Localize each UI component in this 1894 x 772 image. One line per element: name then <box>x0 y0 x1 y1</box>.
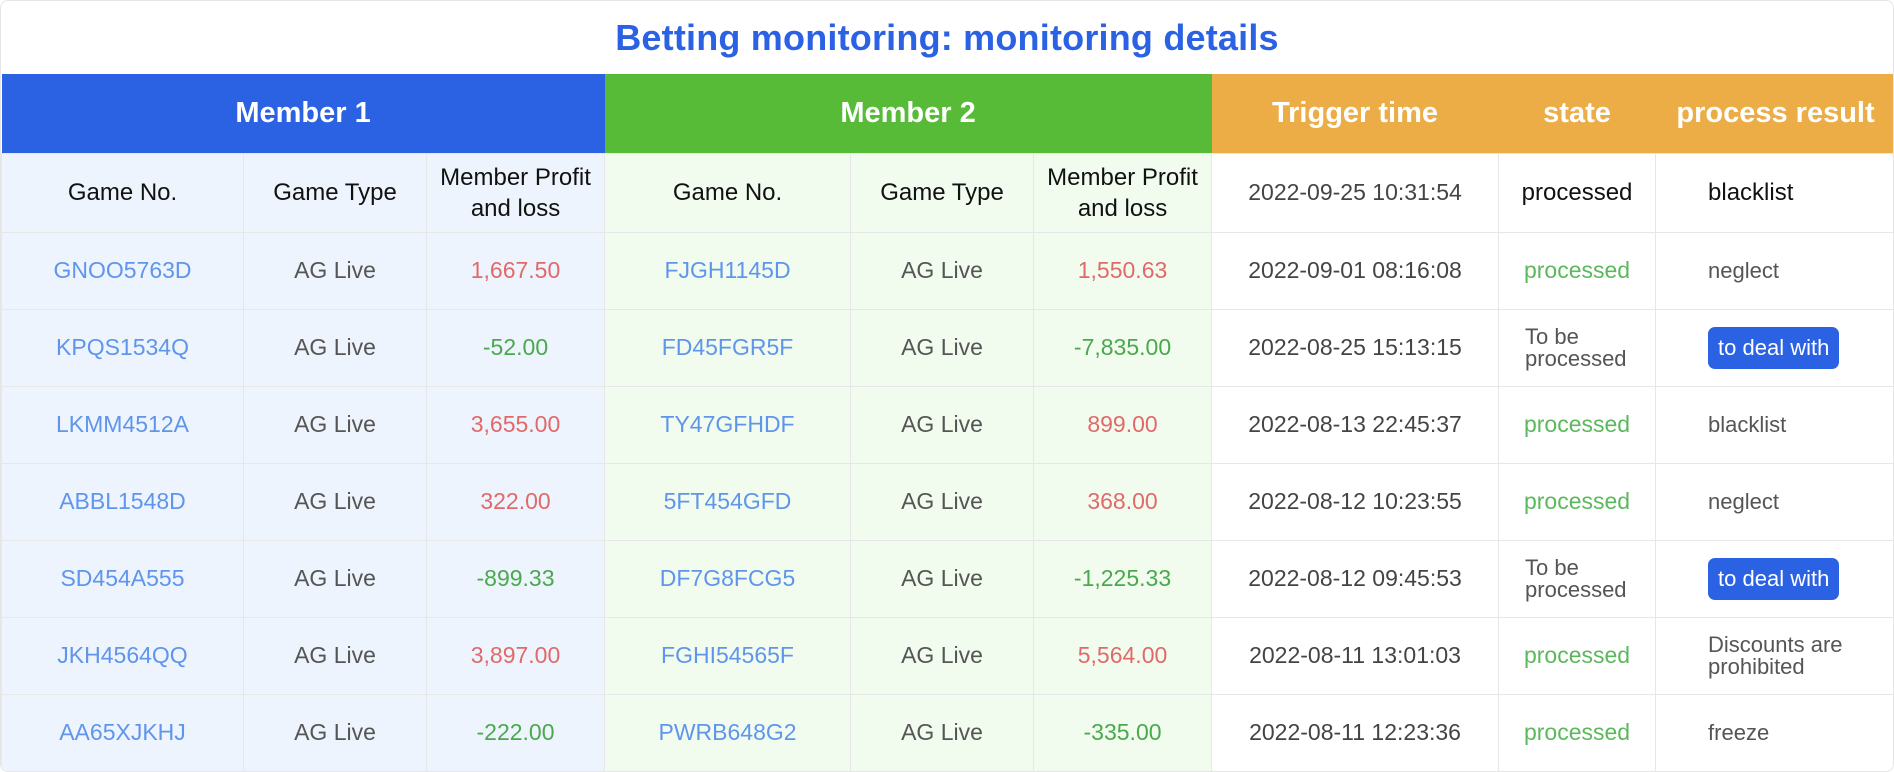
m2-game-no-header: Game No. <box>604 152 852 233</box>
group-header-row: Member 1 Member 2 Trigger time state pro… <box>1 74 1893 153</box>
member2-profit-loss: -1,225.33 <box>1033 539 1213 618</box>
trigger-time: 2022-08-25 15:13:15 <box>1211 308 1500 387</box>
member2-game-type: AG Live <box>850 308 1035 387</box>
process-result-header: process result <box>1655 74 1893 153</box>
member1-game-type: AG Live <box>243 616 427 695</box>
member2-profit-loss: 899.00 <box>1033 385 1213 464</box>
profit-header-line2: and loss <box>1077 194 1168 222</box>
trigger-time: 2022-08-11 12:23:36 <box>1211 693 1500 771</box>
member2-profit-loss: 5,564.00 <box>1033 616 1213 695</box>
table-row: LKMM4512A AG Live 3,655.00 TY47GFHDF AG Live… <box>1 385 1893 464</box>
profit-header-line1: Member Profit <box>440 163 591 191</box>
member1-game-no-link[interactable]: GNOO5763D <box>1 231 244 310</box>
member1-game-no-link[interactable]: ABBL1548D <box>1 462 244 541</box>
member2-game-type: AG Live <box>850 616 1035 695</box>
member1-profit-loss: 3,897.00 <box>425 616 606 695</box>
table-row: JKH4564QQ AG Live 3,897.00 FGHI54565F AG Liv… <box>1 616 1893 695</box>
member1-game-type: AG Live <box>243 462 427 541</box>
state-status: To be processed <box>1498 539 1657 618</box>
member1-game-no-link[interactable]: KPQS1534Q <box>1 308 244 387</box>
member1-header: Member 1 <box>1 74 605 153</box>
member1-profit-loss: 322.00 <box>425 462 606 541</box>
member1-game-type: AG Live <box>243 231 427 310</box>
member2-profit-loss: 1,550.63 <box>1033 231 1213 310</box>
member1-profit-loss: 3,655.00 <box>425 385 606 464</box>
process-result: Discounts are prohibited <box>1655 616 1893 695</box>
process-result: to deal with <box>1655 308 1893 387</box>
member2-game-type: AG Live <box>850 539 1035 618</box>
process-result: freeze <box>1655 693 1893 771</box>
profit-header-line2: and loss <box>470 194 561 222</box>
member2-game-no-link[interactable]: FGHI54565F <box>604 616 852 695</box>
result-cell: blacklist <box>1655 152 1893 233</box>
table-row: AA65XJKHJ AG Live -222.00 PWRB648G2 AG Live -… <box>1 693 1893 771</box>
member1-profit-loss: -52.00 <box>425 308 606 387</box>
table-row: ABBL1548D AG Live 322.00 5FT454GFD AG Live 36… <box>1 462 1893 541</box>
member2-game-type: AG Live <box>850 385 1035 464</box>
member1-game-type: AG Live <box>243 693 427 771</box>
m1-profit-header: Member Profit and loss <box>425 152 606 233</box>
state-cell: processed <box>1498 152 1657 233</box>
state-status: processed <box>1498 231 1657 310</box>
state-status: processed <box>1498 693 1657 771</box>
member2-game-type: AG Live <box>850 231 1035 310</box>
member1-profit-loss: 1,667.50 <box>425 231 606 310</box>
member2-profit-loss: -7,835.00 <box>1033 308 1213 387</box>
sub-header-row: Game No. Game Type Member Profit and los… <box>1 152 1893 233</box>
profit-header-line1: Member Profit <box>1047 163 1198 191</box>
state-header: state <box>1498 74 1656 153</box>
m1-game-no-header: Game No. <box>1 152 244 233</box>
process-result: neglect <box>1655 231 1893 310</box>
table-row: KPQS1534Q AG Live -52.00 FD45FGR5F AG Live -7… <box>1 308 1893 387</box>
table-row: SD454A555 AG Live -899.33 DF7G8FCG5 AG Live -… <box>1 539 1893 618</box>
process-result: neglect <box>1655 462 1893 541</box>
state-status: processed <box>1498 616 1657 695</box>
trigger-time: 2022-08-11 13:01:03 <box>1211 616 1500 695</box>
trigger-time: 2022-08-12 10:23:55 <box>1211 462 1500 541</box>
member2-game-no-link[interactable]: FD45FGR5F <box>604 308 852 387</box>
to-deal-with-button[interactable]: to deal with <box>1708 326 1840 369</box>
trigger-time: 2022-09-01 08:16:08 <box>1211 231 1500 310</box>
process-result: blacklist <box>1655 385 1893 464</box>
member1-profit-loss: -899.33 <box>425 539 606 618</box>
trigger-time: 2022-08-12 09:45:53 <box>1211 539 1500 618</box>
member2-game-no-link[interactable]: PWRB648G2 <box>604 693 852 771</box>
process-result: to deal with <box>1655 539 1893 618</box>
member1-game-no-link[interactable]: AA65XJKHJ <box>1 693 244 771</box>
member2-game-type: AG Live <box>850 693 1035 771</box>
member1-game-type: AG Live <box>243 539 427 618</box>
member2-header: Member 2 <box>604 74 1212 153</box>
m1-game-type-header: Game Type <box>243 152 427 233</box>
member1-game-no-link[interactable]: JKH4564QQ <box>1 616 244 695</box>
page-title: Betting monitoring: monitoring details <box>615 16 1279 58</box>
trigger-time-cell: 2022-09-25 10:31:54 <box>1211 152 1500 233</box>
state-status: processed <box>1498 385 1657 464</box>
m2-game-type-header: Game Type <box>850 152 1035 233</box>
member2-game-no-link[interactable]: FJGH1145D <box>604 231 852 310</box>
member2-game-no-link[interactable]: DF7G8FCG5 <box>604 539 852 618</box>
member1-game-type: AG Live <box>243 308 427 387</box>
m2-profit-header: Member Profit and loss <box>1033 152 1213 233</box>
member2-game-no-link[interactable]: TY47GFHDF <box>604 385 852 464</box>
member1-game-type: AG Live <box>243 385 427 464</box>
member1-game-no-link[interactable]: SD454A555 <box>1 539 244 618</box>
member2-profit-loss: -335.00 <box>1033 693 1213 771</box>
trigger-time: 2022-08-13 22:45:37 <box>1211 385 1500 464</box>
table-row: GNOO5763D AG Live 1,667.50 FJGH1145D AG Live… <box>1 231 1893 310</box>
member2-game-no-link[interactable]: 5FT454GFD <box>604 462 852 541</box>
state-status: processed <box>1498 462 1657 541</box>
state-status: To be processed <box>1498 308 1657 387</box>
member2-game-type: AG Live <box>850 462 1035 541</box>
member1-profit-loss: -222.00 <box>425 693 606 771</box>
to-deal-with-button[interactable]: to deal with <box>1708 557 1840 600</box>
trigger-time-header: Trigger time <box>1211 74 1499 153</box>
member2-profit-loss: 368.00 <box>1033 462 1213 541</box>
monitoring-table: Member 1 Member 2 Trigger time state pro… <box>1 74 1893 771</box>
member1-game-no-link[interactable]: LKMM4512A <box>1 385 244 464</box>
